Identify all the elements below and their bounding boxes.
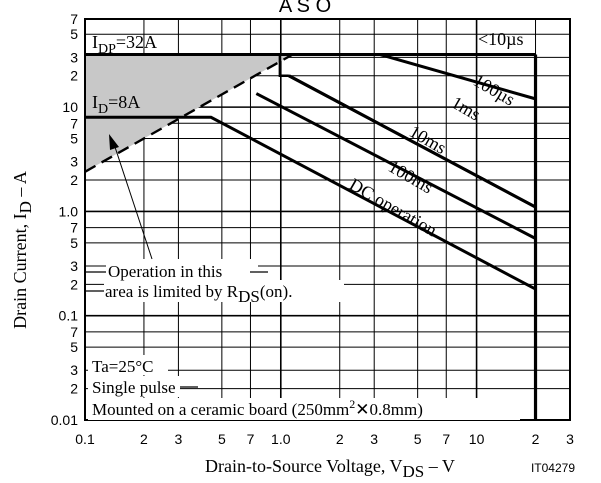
y-tick-16: 2 (70, 68, 78, 84)
rds-text-line2: area is limited by RDS(on). (105, 282, 292, 306)
x-tick-6: 2 (336, 431, 344, 447)
x-tick-1: 2 (140, 431, 148, 447)
y-tick-14: 7 (70, 115, 78, 131)
document-code: IT04279 (531, 461, 575, 475)
y-tick-11: 2 (70, 172, 78, 188)
idp-label: IDP=32A (92, 32, 157, 57)
y-tick-3: 5 (70, 339, 78, 355)
y-tick-5: 0.1 (59, 308, 79, 324)
x-axis-label: Drain-to-Source Voltage, VDS – V (205, 456, 455, 481)
y-tick-15: 10 (62, 99, 78, 115)
series-line-6 (84, 53, 294, 173)
y-tick-6: 2 (70, 276, 78, 292)
id-label: ID=8A (92, 92, 140, 117)
x-tick-5: 1.0 (271, 431, 291, 447)
x-tick-2: 3 (175, 431, 183, 447)
y-tick-2: 3 (70, 362, 78, 378)
x-tick-7: 3 (370, 431, 378, 447)
y-tick-18: 5 (70, 26, 78, 42)
y-tick-10: 1.0 (59, 203, 79, 219)
condition-board: Mounted on a ceramic board (250mm2✕0.8mm… (92, 397, 423, 419)
x-tick-4: 7 (247, 431, 255, 447)
series-knee-1ms (278, 54, 289, 78)
x-tick-11: 2 (532, 431, 540, 447)
series-lines (84, 52, 538, 420)
y-tick-1: 2 (70, 381, 78, 397)
y-axis-label: Drain Current, ID – A (10, 171, 35, 329)
x-tick-9: 7 (442, 431, 450, 447)
series-line-5 (85, 115, 537, 291)
condition-ta: Ta=25°C (92, 357, 153, 376)
y-tick-17: 3 (70, 49, 78, 65)
y-tick-12: 3 (70, 154, 78, 170)
x-tick-8: 5 (414, 431, 422, 447)
rds-annotation: Operation in this area is limited by RDS… (86, 134, 344, 306)
rds-text-line1: Operation in this (108, 262, 222, 281)
label-10us: <10µs (478, 29, 524, 49)
series-line-4 (255, 92, 537, 240)
y-tick-0: 0.01 (51, 412, 78, 428)
tick-labels: 0.1 2 3 5 7 1.0 2 3 5 7 10 2 30.0123570.123571.02357… (51, 11, 574, 447)
chart-title: A S O (279, 0, 331, 17)
y-tick-4: 7 (70, 324, 78, 340)
y-tick-13: 5 (70, 131, 78, 147)
x-tick-12: 3 (566, 431, 574, 447)
y-tick-7: 3 (70, 258, 78, 274)
y-tick-19: 7 (70, 11, 78, 27)
y-tick-8: 5 (70, 235, 78, 251)
y-tick-9: 7 (70, 220, 78, 236)
label-100ms: 100ms (385, 156, 437, 197)
conditions: Ta=25°C Single pulse Mounted on a cerami… (88, 355, 520, 420)
x-tick-0: 0.1 (75, 431, 95, 447)
series-line-1 (379, 53, 536, 101)
x-tick-3: 5 (218, 431, 226, 447)
label-10ms: 10ms (406, 121, 450, 158)
condition-pulse: Single pulse (92, 378, 176, 397)
series-line-3 (288, 74, 537, 209)
label-1ms: 1ms (448, 92, 484, 124)
x-tick-10: 10 (469, 431, 485, 447)
